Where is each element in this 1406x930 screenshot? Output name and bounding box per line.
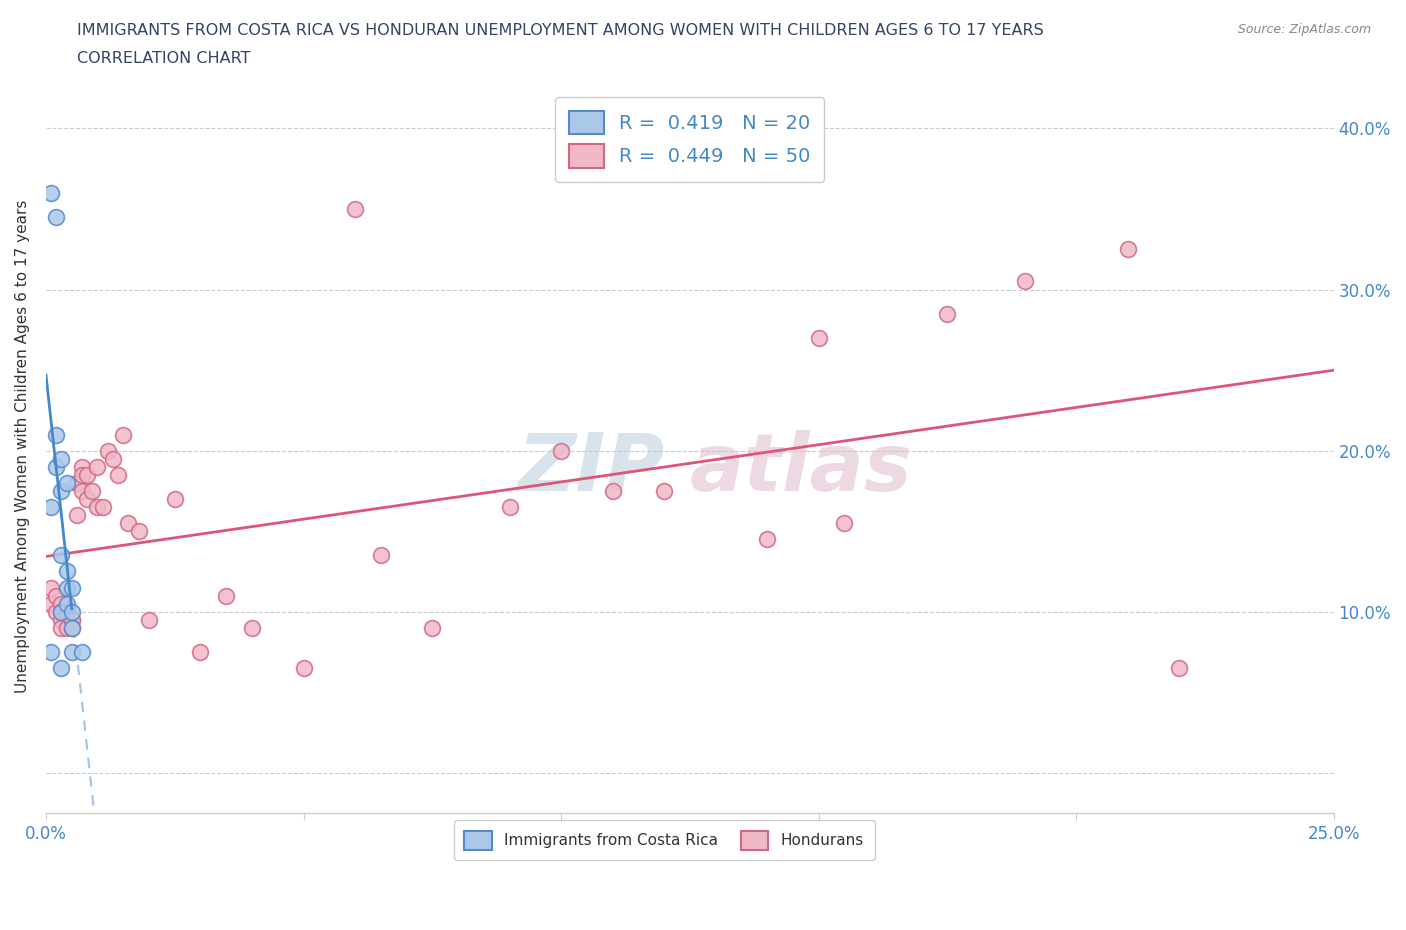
Point	[756, 532, 779, 547]
Text: ZIP: ZIP	[516, 430, 664, 508]
Point	[51, 596, 73, 611]
Legend: Immigrants from Costa Rica, Hondurans: Immigrants from Costa Rica, Hondurans	[454, 820, 875, 860]
Point	[51, 604, 73, 619]
Point	[117, 516, 139, 531]
Point	[1168, 660, 1191, 675]
Point	[55, 475, 77, 490]
Point	[343, 202, 366, 217]
Point	[240, 620, 263, 635]
Point	[807, 330, 830, 345]
Point	[51, 484, 73, 498]
Point	[51, 548, 73, 563]
Point	[163, 492, 186, 507]
Point	[834, 516, 856, 531]
Point	[60, 604, 83, 619]
Point	[70, 468, 93, 483]
Point	[39, 596, 62, 611]
Point	[86, 459, 108, 474]
Point	[82, 484, 104, 498]
Point	[60, 580, 83, 595]
Point	[112, 427, 135, 442]
Point	[51, 620, 73, 635]
Text: atlas: atlas	[690, 430, 912, 508]
Point	[51, 612, 73, 627]
Point	[91, 499, 114, 514]
Y-axis label: Unemployment Among Women with Children Ages 6 to 17 years: Unemployment Among Women with Children A…	[15, 200, 30, 693]
Point	[550, 444, 572, 458]
Point	[215, 588, 238, 603]
Point	[190, 644, 212, 659]
Point	[1116, 242, 1139, 257]
Point	[602, 484, 624, 498]
Point	[936, 306, 959, 321]
Point	[55, 580, 77, 595]
Point	[45, 209, 67, 224]
Point	[107, 468, 129, 483]
Point	[97, 444, 120, 458]
Point	[60, 612, 83, 627]
Point	[51, 660, 73, 675]
Point	[370, 548, 392, 563]
Point	[652, 484, 675, 498]
Point	[86, 499, 108, 514]
Point	[60, 612, 83, 627]
Point	[1014, 274, 1036, 289]
Point	[55, 596, 77, 611]
Point	[55, 604, 77, 619]
Point	[420, 620, 443, 635]
Point	[51, 451, 73, 466]
Point	[292, 660, 315, 675]
Point	[66, 475, 89, 490]
Point	[60, 644, 83, 659]
Point	[45, 459, 67, 474]
Text: CORRELATION CHART: CORRELATION CHART	[77, 51, 250, 66]
Point	[55, 564, 77, 578]
Point	[60, 620, 83, 635]
Text: Source: ZipAtlas.com: Source: ZipAtlas.com	[1237, 23, 1371, 36]
Point	[39, 499, 62, 514]
Point	[60, 620, 83, 635]
Point	[70, 644, 93, 659]
Point	[45, 604, 67, 619]
Point	[51, 604, 73, 619]
Point	[128, 524, 150, 538]
Point	[45, 427, 67, 442]
Point	[76, 468, 98, 483]
Point	[66, 508, 89, 523]
Point	[55, 620, 77, 635]
Point	[39, 185, 62, 200]
Point	[39, 644, 62, 659]
Point	[70, 459, 93, 474]
Text: IMMIGRANTS FROM COSTA RICA VS HONDURAN UNEMPLOYMENT AMONG WOMEN WITH CHILDREN AG: IMMIGRANTS FROM COSTA RICA VS HONDURAN U…	[77, 23, 1045, 38]
Point	[76, 492, 98, 507]
Point	[101, 451, 124, 466]
Point	[39, 580, 62, 595]
Point	[70, 484, 93, 498]
Point	[498, 499, 520, 514]
Point	[45, 588, 67, 603]
Point	[138, 612, 160, 627]
